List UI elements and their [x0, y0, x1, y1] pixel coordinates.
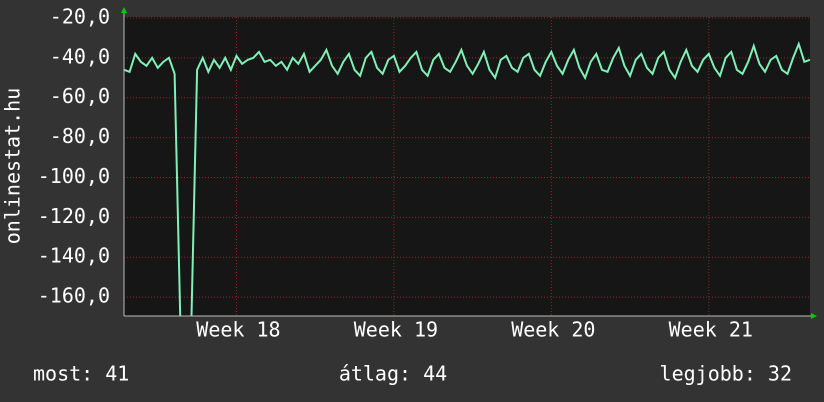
footer-average: átlag: 44: [339, 362, 447, 386]
y-arrow: [121, 7, 127, 13]
y-tick-label: -20,0: [50, 4, 110, 28]
data-line: [124, 40, 810, 316]
x-arrow: [811, 313, 817, 319]
x-tick-label: Week 19: [354, 318, 438, 342]
y-tick-label: -40,0: [50, 44, 110, 68]
y-tick-label: -160,0: [38, 284, 110, 308]
y-tick-label: -120,0: [38, 204, 110, 228]
x-tick-label: Week 21: [669, 318, 753, 342]
y-tick-label: -140,0: [38, 244, 110, 268]
x-tick-label: Week 20: [511, 318, 595, 342]
footer-current: most: 41: [33, 362, 129, 386]
y-tick-label: -60,0: [50, 84, 110, 108]
footer-best: legjobb: 32: [660, 362, 792, 386]
y-axis-label: onlinestat.hu: [1, 88, 25, 245]
y-tick-label: -100,0: [38, 164, 110, 188]
x-tick-label: Week 18: [196, 318, 280, 342]
y-tick-label: -80,0: [50, 124, 110, 148]
